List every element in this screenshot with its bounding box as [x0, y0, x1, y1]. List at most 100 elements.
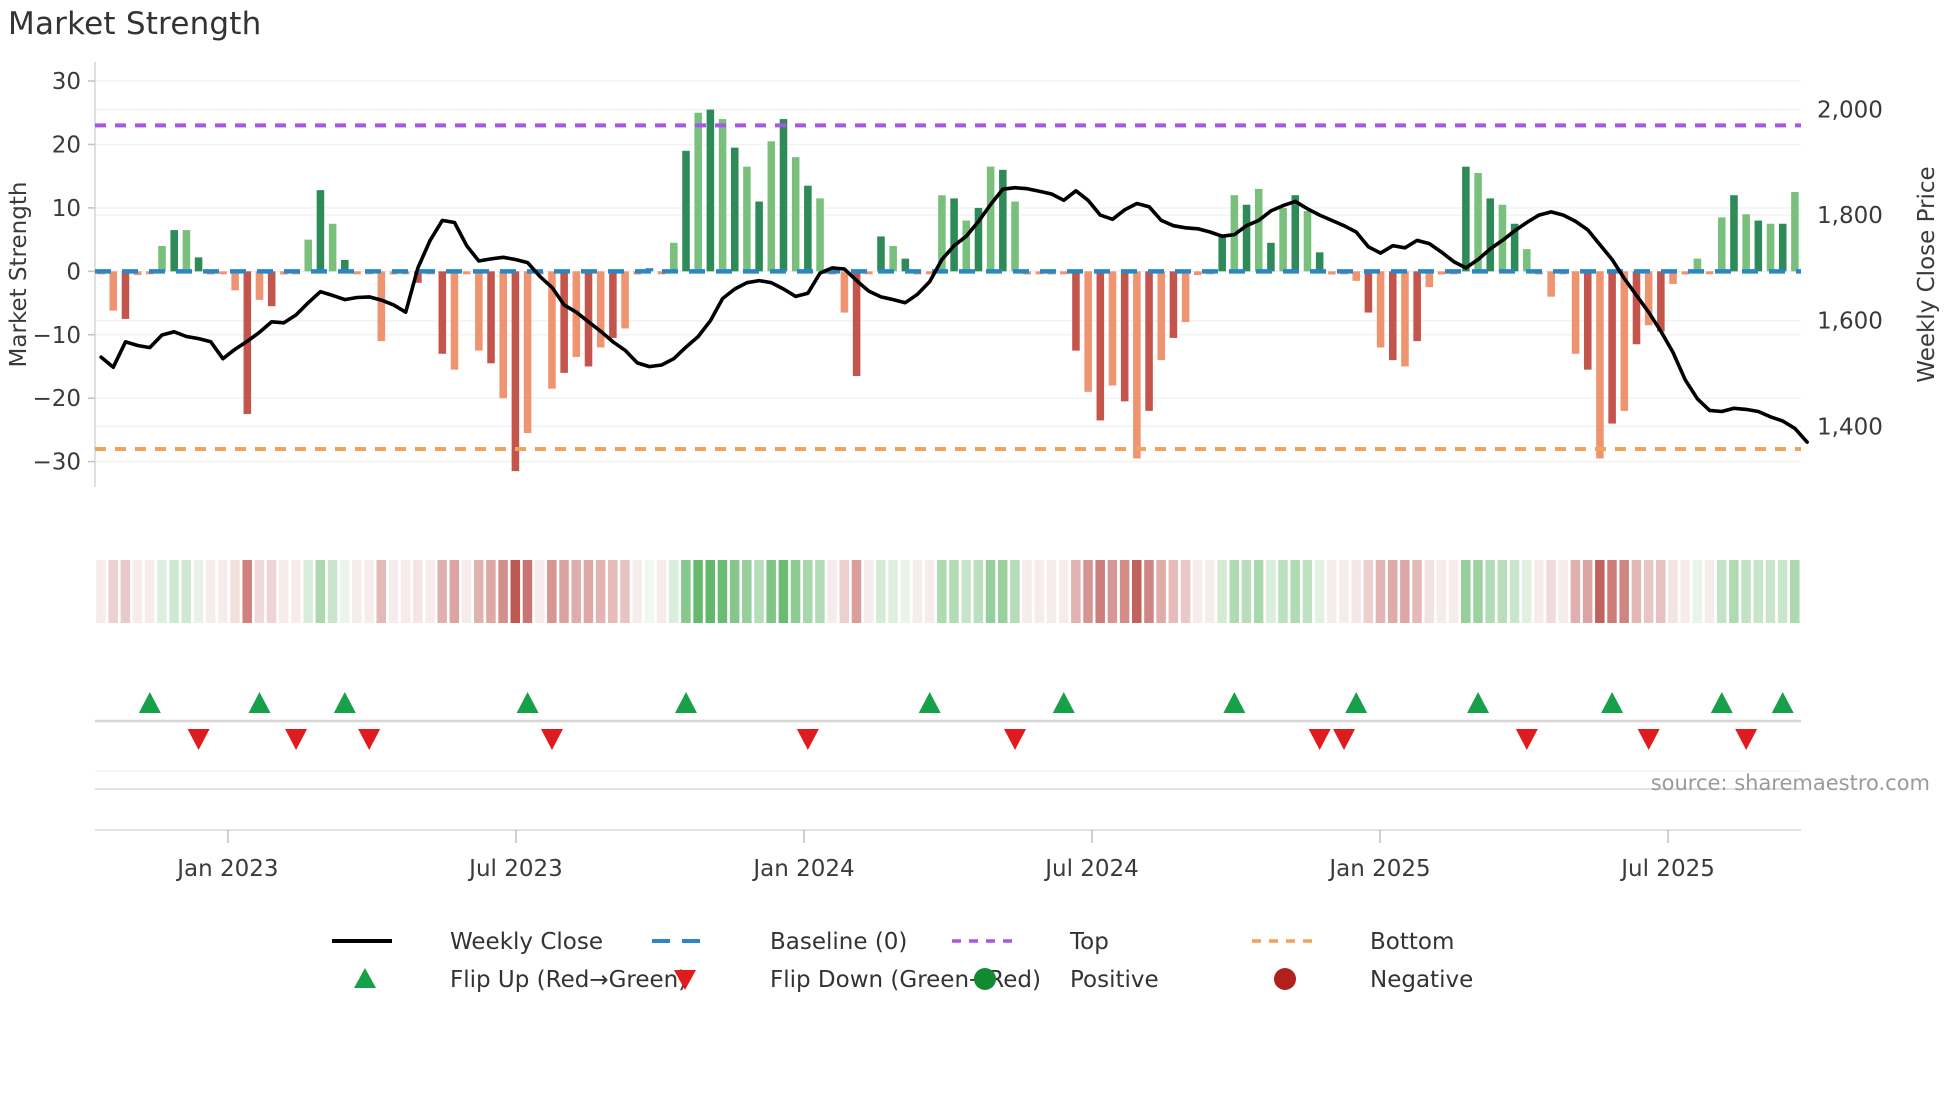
strength-bar	[596, 271, 605, 348]
strength-bar	[316, 190, 325, 272]
heatmap-cell	[254, 560, 265, 623]
flip-up-marker	[1771, 692, 1794, 713]
legend-item[interactable]: Positive	[974, 967, 1159, 993]
heatmap-cell	[1290, 560, 1300, 623]
heatmap-cell	[1546, 560, 1556, 623]
gridlines-group	[95, 80, 1801, 463]
heatmap-cell	[1436, 560, 1447, 623]
legend-item[interactable]: Flip Up (Red→Green)	[354, 967, 687, 993]
strength-bar	[901, 258, 910, 272]
strength-bar	[1730, 195, 1738, 272]
heatmap-cell	[1400, 560, 1410, 623]
heatmap-cell	[1461, 560, 1471, 623]
strength-bar	[1035, 271, 1044, 275]
strength-bar	[487, 271, 495, 364]
flip-down-marker	[358, 729, 381, 750]
y2-axis-tick-label: 1,800	[1817, 203, 1883, 229]
strength-bar	[1705, 271, 1714, 275]
strength-bar	[1059, 271, 1068, 275]
strength-bar	[1181, 271, 1190, 323]
heatmap-cell	[1132, 560, 1142, 623]
strength-bar	[865, 271, 873, 275]
heatmap-cell	[413, 560, 423, 623]
source-attribution: source: sharemaestro.com	[1651, 771, 1930, 795]
heatmap-cell	[961, 560, 971, 623]
heatmap-cell	[620, 560, 630, 623]
heatmap-cell	[1680, 560, 1690, 623]
heatmap-cell	[279, 560, 289, 623]
heatmap-cell	[120, 560, 131, 623]
legend-item-label: Top	[1069, 929, 1109, 955]
heatmap-cell	[1473, 560, 1483, 623]
heatmap-cell	[1083, 560, 1093, 623]
flip-up-marker	[516, 692, 539, 713]
y-axis-tick-label: −30	[32, 450, 81, 476]
strength-bar	[1791, 192, 1799, 272]
strength-bar	[158, 245, 166, 272]
legend-item-label: Positive	[1070, 967, 1159, 993]
heatmap-cell	[778, 560, 789, 623]
heatmap-cell	[461, 560, 472, 623]
strength-bar	[1474, 173, 1482, 272]
heatmap-cell	[876, 560, 886, 623]
heatmap-cell	[644, 560, 655, 623]
heatmap-cell	[1753, 560, 1763, 623]
strength-bar	[121, 271, 130, 319]
legend-item[interactable]: Baseline (0)	[652, 929, 907, 955]
strength-bar	[1644, 271, 1653, 326]
heatmap-cell	[1387, 560, 1398, 623]
strength-bar	[840, 271, 849, 313]
strength-bar	[706, 109, 715, 272]
strength-bar	[889, 245, 897, 272]
strength-bar	[1096, 271, 1105, 421]
strength-bar	[1766, 223, 1775, 272]
heatmap-cell	[96, 560, 106, 623]
strength-bar	[962, 220, 971, 272]
strength-bar	[1669, 271, 1677, 285]
strength-bar	[377, 271, 386, 342]
strength-bar	[511, 271, 520, 472]
flip-up-marker	[1345, 692, 1368, 713]
legend-item[interactable]: Negative	[1274, 967, 1473, 993]
heatmap-cell	[1168, 560, 1179, 623]
strength-bar	[1218, 236, 1226, 272]
heatmap-cell	[1278, 560, 1288, 623]
heatmap-cell	[802, 560, 813, 623]
heatmap-cell	[205, 560, 216, 623]
strength-bar	[1279, 207, 1287, 272]
strength-bar	[621, 271, 629, 329]
heatmap-cell	[1156, 560, 1166, 623]
strength-heatmap-strip	[96, 560, 1800, 623]
strength-bar	[560, 271, 568, 373]
heatmap-cell	[1509, 560, 1520, 623]
heatmap-cell	[1375, 560, 1386, 623]
heatmap-cell	[303, 560, 313, 623]
flip-down-marker	[1515, 729, 1538, 750]
legend-item[interactable]: Bottom	[1252, 929, 1454, 955]
strength-bar	[1547, 271, 1555, 297]
heatmap-cell	[583, 560, 594, 623]
strength-bar	[1254, 188, 1263, 272]
heatmap-cell	[1058, 560, 1069, 623]
legend-item[interactable]: Weekly Close	[332, 929, 603, 955]
heatmap-cell	[547, 560, 557, 623]
heatmap-cell	[1558, 560, 1569, 623]
strength-bar	[1632, 271, 1641, 345]
legend-triangle-up-icon	[354, 968, 376, 988]
chart-legend: Weekly Close Baseline (0) Top Bottom Flip Up…	[332, 929, 1473, 993]
flip-down-marker	[796, 729, 819, 750]
legend-item-label: Negative	[1370, 967, 1473, 993]
strength-bar	[219, 271, 227, 275]
strength-bar	[1267, 242, 1275, 272]
flip-up-marker	[138, 692, 161, 713]
heatmap-cell	[985, 560, 996, 623]
strength-bar	[1072, 271, 1080, 351]
y2-axis-tick-label: 1,400	[1817, 414, 1883, 440]
strength-bar	[791, 157, 800, 272]
legend-item-label: Flip Up (Red→Green)	[450, 967, 687, 993]
strength-bar	[1169, 271, 1178, 338]
strength-bar	[1352, 271, 1360, 281]
legend-item[interactable]: Top	[952, 929, 1109, 955]
heatmap-cell	[157, 560, 167, 623]
